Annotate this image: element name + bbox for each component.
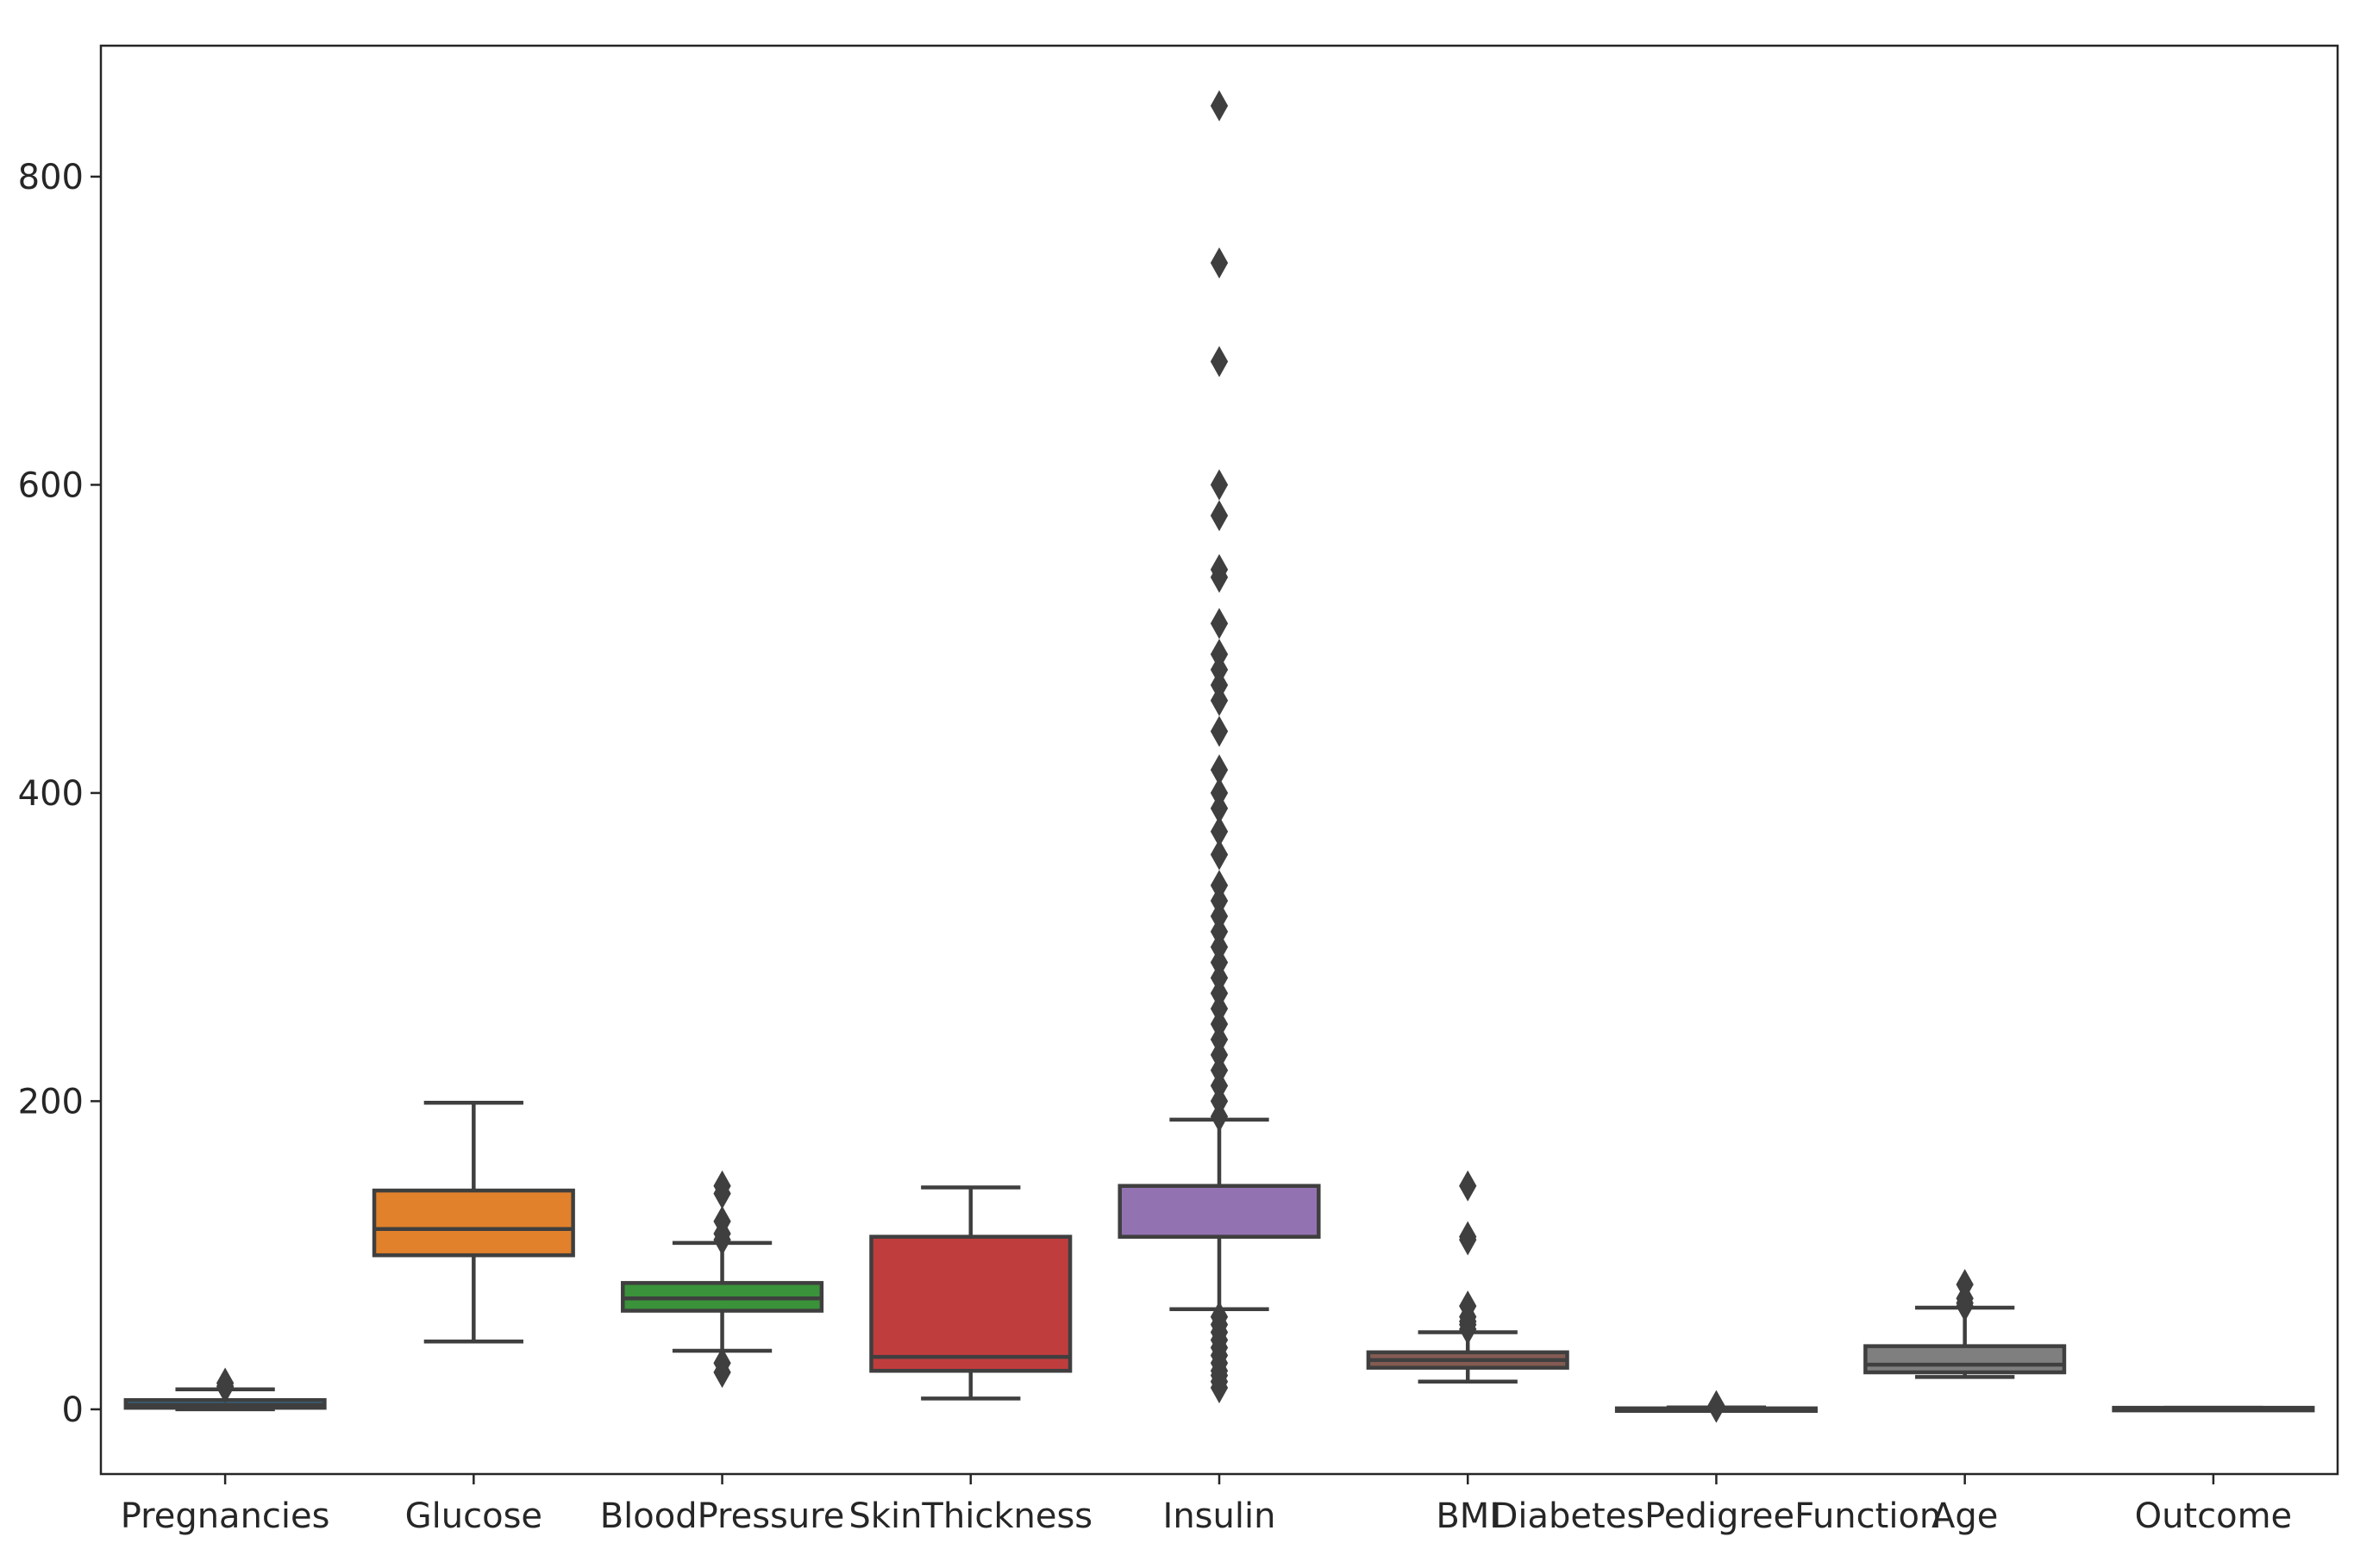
outlier-point [1210, 1301, 1229, 1333]
outlier-point [713, 1170, 731, 1202]
outlier-point [1707, 1390, 1725, 1421]
x-tick-label: BMI [1436, 1496, 1499, 1536]
outlier-point [1210, 777, 1229, 809]
outlier-point [1459, 1221, 1477, 1253]
box-group [372, 1100, 575, 1344]
outlier-point [1459, 1290, 1477, 1322]
plot-area [123, 90, 2315, 1423]
outlier-point [1210, 346, 1229, 378]
outlier-point [1210, 754, 1229, 786]
outlier-point [1210, 639, 1229, 671]
box-iqr [372, 1188, 575, 1258]
x-tick-label: Insulin [1163, 1496, 1276, 1536]
axis-ticks: 0 200 400 600 800 Pregnancies Glucose BloodPres… [18, 158, 2293, 1536]
outlier-point [713, 1347, 731, 1379]
box-group [1863, 1269, 2067, 1379]
outlier-point [1210, 90, 1229, 122]
box-group [1366, 1170, 1569, 1384]
y-tick-label: 400 [18, 774, 84, 814]
box-group [123, 1367, 327, 1412]
y-tick-label: 800 [18, 158, 84, 197]
outlier-point [1210, 469, 1229, 501]
box-iqr [1863, 1344, 2067, 1375]
y-tick-label: 200 [18, 1082, 84, 1121]
outlier-point [1210, 715, 1229, 747]
x-tick-label: Glucose [405, 1496, 542, 1536]
outlier-point [1210, 870, 1229, 902]
outlier-point [1210, 815, 1229, 847]
x-tick-label: BloodPressure [600, 1496, 845, 1536]
outlier-point [713, 1205, 731, 1237]
y-tick-label: 0 [62, 1390, 84, 1430]
box-iqr [1118, 1184, 1321, 1239]
x-tick-label: Age [1931, 1496, 1998, 1536]
y-tick-label: 600 [18, 465, 84, 505]
outlier-point [1459, 1170, 1477, 1202]
outlier-point [1210, 500, 1229, 532]
x-tick-label: Pregnancies [121, 1496, 330, 1536]
x-tick-label: SkinThickness [848, 1496, 1092, 1536]
box-group [1614, 1390, 1818, 1423]
outlier-point [1210, 247, 1229, 279]
box-iqr [869, 1234, 1073, 1373]
x-tick-label: DiabetesPedigreeFunction [1492, 1496, 1942, 1536]
outlier-point [1210, 839, 1229, 871]
outlier-point [1956, 1269, 1974, 1301]
outlier-point [1210, 553, 1229, 585]
x-tick-label: Outcome [2135, 1496, 2293, 1536]
axes-frame [99, 44, 2339, 1476]
outlier-point [216, 1367, 235, 1399]
box-group [621, 1170, 824, 1389]
box-group [2112, 1405, 2315, 1413]
box-group [869, 1185, 1073, 1401]
box-group [1118, 90, 1321, 1403]
outlier-point [1210, 608, 1229, 640]
